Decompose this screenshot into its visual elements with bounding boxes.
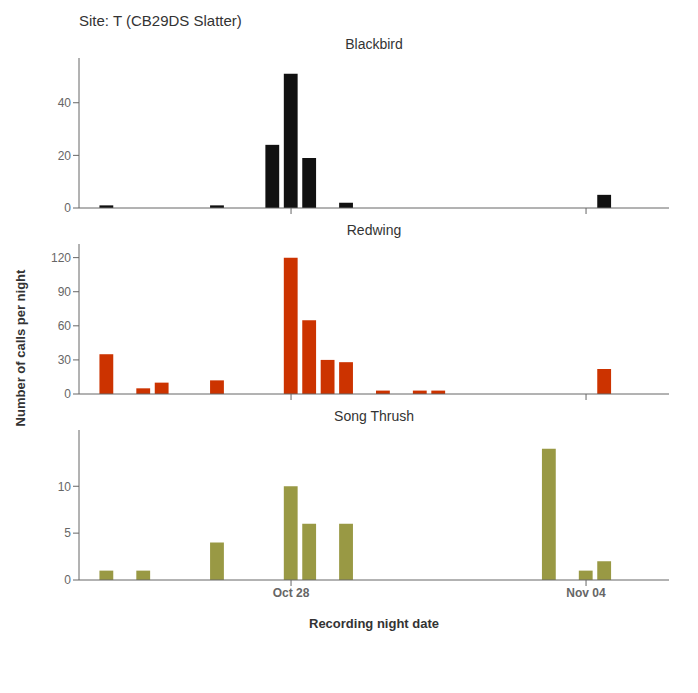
html-text:Redwing: Redwing: [346, 222, 402, 238]
svg-text:30: 30: [58, 353, 72, 367]
svg-text:90: 90: [58, 285, 72, 299]
svg-text:Nov 04: Nov 04: [566, 586, 606, 600]
svg-text:10: 10: [58, 480, 72, 494]
svg-text:20: 20: [58, 149, 72, 163]
svg-text:60: 60: [58, 319, 72, 333]
html-text:Song Thrush: Song Thrush: [334, 408, 414, 424]
svg-text:0: 0: [64, 573, 71, 587]
svg-text:40: 40: [58, 96, 72, 110]
svg-text:0: 0: [64, 201, 71, 215]
html-text:Blackbird: Blackbird: [345, 36, 403, 52]
svg-text:Recording night date: Recording night date: [309, 616, 439, 631]
svg-text:Number of calls per night: Number of calls per night: [13, 269, 28, 426]
svg-text:0: 0: [64, 387, 71, 401]
html-text:Site: T (CB29DS Slatter): Site: T (CB29DS Slatter): [79, 12, 242, 29]
svg-text:5: 5: [64, 526, 71, 540]
svg-text:120: 120: [51, 251, 71, 265]
svg-text:Oct 28: Oct 28: [273, 586, 310, 600]
